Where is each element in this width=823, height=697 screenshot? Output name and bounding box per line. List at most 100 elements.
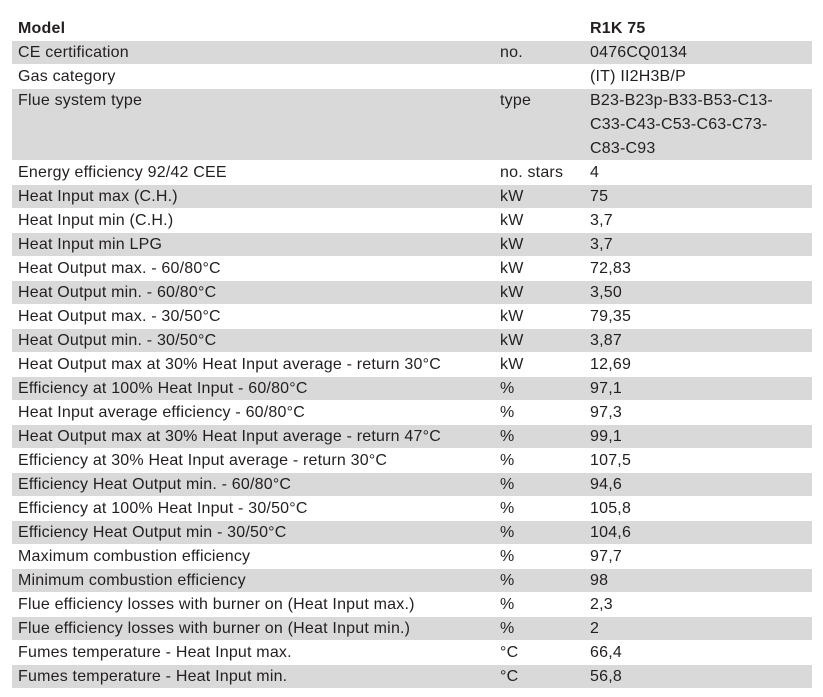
row-value: 79,35 bbox=[590, 308, 632, 325]
row-label: Heat Input max (C.H.) bbox=[18, 188, 178, 205]
table-row: Heat Output max at 30% Heat Input averag… bbox=[12, 353, 812, 376]
table-row: Flue efficiency losses with burner on (H… bbox=[12, 593, 812, 616]
row-unit: kW bbox=[500, 236, 524, 253]
row-value: 0476CQ0134 bbox=[590, 44, 688, 61]
row-value: 99,1 bbox=[590, 428, 622, 445]
row-label: Efficiency at 30% Heat Input average - r… bbox=[18, 452, 388, 469]
row-unit: % bbox=[500, 500, 515, 517]
row-label: Energy efficiency 92/42 CEE bbox=[18, 164, 227, 181]
table-row: Heat Input min LPG kW 3,7 bbox=[12, 233, 812, 256]
row-value: 94,6 bbox=[590, 476, 622, 493]
row-label: Heat Input min LPG bbox=[18, 236, 163, 253]
row-unit: % bbox=[500, 548, 515, 565]
row-value: 104,6 bbox=[590, 524, 632, 541]
table-row: Heat Input max (C.H.) kW 75 bbox=[12, 185, 812, 208]
header-value: R1K 75 bbox=[590, 20, 646, 37]
row-value: 66,4 bbox=[590, 644, 622, 661]
table-row: CE certification no. 0476CQ0134 bbox=[12, 41, 812, 64]
row-value: C33-C43-C53-C63-C73- bbox=[590, 116, 768, 133]
header-label: Model bbox=[18, 20, 66, 37]
row-value: B23-B23p-B33-B53-C13- bbox=[590, 92, 773, 109]
row-value: 98 bbox=[590, 572, 609, 589]
row-value: 97,3 bbox=[590, 404, 622, 421]
row-value: 56,8 bbox=[590, 668, 622, 685]
row-unit: % bbox=[500, 596, 515, 613]
row-label: Gas category bbox=[18, 68, 116, 85]
row-label: CE certification bbox=[18, 44, 129, 61]
row-unit: kW bbox=[500, 284, 524, 301]
row-unit: % bbox=[500, 620, 515, 637]
row-label: Heat Output max. - 60/80°C bbox=[18, 260, 221, 277]
row-label: Heat Input average efficiency - 60/80°C bbox=[18, 404, 305, 421]
row-label: Fumes temperature - Heat Input min. bbox=[18, 668, 288, 685]
table-row: Gas category (IT) II2H3B/P bbox=[12, 65, 812, 88]
row-label: Flue efficiency losses with burner on (H… bbox=[18, 596, 415, 613]
table-row: Efficiency at 100% Heat Input - 30/50°C%… bbox=[12, 497, 812, 520]
row-value: 72,83 bbox=[590, 260, 632, 277]
row-value: 2 bbox=[590, 620, 600, 637]
table-row: Energy efficiency 92/42 CEE no. stars 4 bbox=[12, 161, 812, 184]
table-row: Flue efficiency losses with burner on (H… bbox=[12, 617, 812, 640]
row-unit: % bbox=[500, 380, 515, 397]
table-row: Heat Output max. - 60/80°C kW 72,83 bbox=[12, 257, 812, 280]
row-unit: °C bbox=[500, 644, 519, 661]
table-row: Fumes temperature - Heat Input max. °C 66,… bbox=[12, 641, 812, 664]
row-unit: kW bbox=[500, 212, 524, 229]
table-row: Heat Output max. - 30/50°C kW 79,35 bbox=[12, 305, 812, 328]
table-row: Efficiency at 30% Heat Input average - r… bbox=[12, 449, 812, 472]
table-row: Fumes temperature - Heat Input min. °C 56,… bbox=[12, 665, 812, 688]
row-value: 12,69 bbox=[590, 356, 632, 373]
row-label: Maximum combustion efficiency bbox=[18, 548, 251, 565]
row-value: 105,8 bbox=[590, 500, 632, 517]
row-label: Efficiency at 100% Heat Input - 30/50°C bbox=[18, 500, 308, 517]
row-label: Efficiency Heat Output min. - 60/80°C bbox=[18, 476, 292, 493]
row-value: 107,5 bbox=[590, 452, 632, 469]
row-value: 3,7 bbox=[590, 236, 613, 253]
row-unit: % bbox=[500, 476, 515, 493]
row-unit: % bbox=[500, 452, 515, 469]
row-unit: % bbox=[500, 404, 515, 421]
row-unit: no. bbox=[500, 44, 523, 61]
row-unit: kW bbox=[500, 188, 524, 205]
table-row: Maximum combustion efficiency% 97,7 bbox=[12, 545, 812, 568]
row-value: 75 bbox=[590, 188, 609, 205]
row-label: Flue efficiency losses with burner on (H… bbox=[18, 620, 411, 637]
row-value: 4 bbox=[590, 164, 600, 181]
row-label: Heat Output max at 30% Heat Input averag… bbox=[18, 428, 441, 445]
row-unit: % bbox=[500, 428, 515, 445]
header-row: Model R1K 75 bbox=[12, 17, 812, 41]
table-row: Heat Output max at 30% Heat Input averag… bbox=[12, 425, 812, 448]
row-label: Fumes temperature - Heat Input max. bbox=[18, 644, 292, 661]
table-row: Heat Output min. - 60/80°C kW 3,50 bbox=[12, 281, 812, 304]
table-row: Heat Input average efficiency - 60/80°C%… bbox=[12, 401, 812, 424]
table-row: Minimum combustion efficiency% 98 bbox=[12, 569, 812, 592]
row-value: 97,7 bbox=[590, 548, 622, 565]
row-label: Minimum combustion efficiency bbox=[18, 572, 246, 589]
table-row: Flue system type type B23-B23p-B33-B53-C13… bbox=[12, 89, 812, 160]
table-row: Heat Input min (C.H.) kW 3,7 bbox=[12, 209, 812, 232]
row-value: 3,87 bbox=[590, 332, 622, 349]
row-value: 97,1 bbox=[590, 380, 622, 397]
row-label: Efficiency Heat Output min - 30/50°C bbox=[18, 524, 287, 541]
row-unit: kW bbox=[500, 260, 524, 277]
row-label: Heat Output max at 30% Heat Input averag… bbox=[18, 356, 441, 373]
row-value: (IT) II2H3B/P bbox=[590, 68, 686, 85]
row-value: C83-C93 bbox=[590, 140, 656, 157]
row-unit: % bbox=[500, 572, 515, 589]
row-unit: type bbox=[500, 92, 532, 109]
row-label: Heat Output max. - 30/50°C bbox=[18, 308, 221, 325]
row-label: Efficiency at 100% Heat Input - 60/80°C bbox=[18, 380, 308, 397]
table-row: Heat Output min. - 30/50°C kW 3,87 bbox=[12, 329, 812, 352]
row-unit: kW bbox=[500, 308, 524, 325]
row-unit: kW bbox=[500, 356, 524, 373]
table-row: Efficiency Heat Output min. - 60/80°C% 94… bbox=[12, 473, 812, 496]
row-unit: kW bbox=[500, 332, 524, 349]
row-unit: no. stars bbox=[500, 164, 564, 181]
row-label: Heat Input min (C.H.) bbox=[18, 212, 174, 229]
row-value: 3,50 bbox=[590, 284, 622, 301]
table-row: Efficiency at 100% Heat Input - 60/80°C%… bbox=[12, 377, 812, 400]
table-row: Efficiency Heat Output min - 30/50°C% 104… bbox=[12, 521, 812, 544]
row-label: Heat Output min. - 60/80°C bbox=[18, 284, 217, 301]
row-unit: % bbox=[500, 524, 515, 541]
